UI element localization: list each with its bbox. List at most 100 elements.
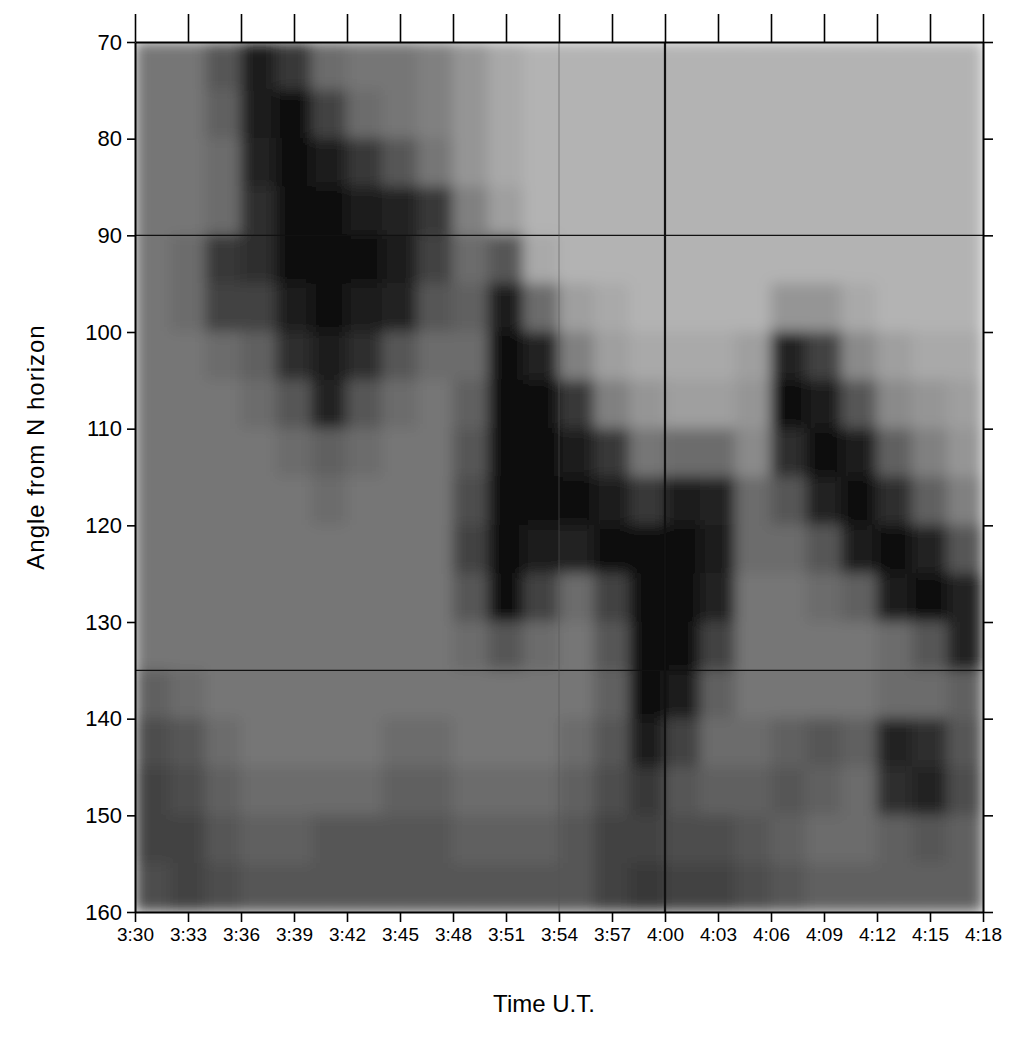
heat-cell bbox=[700, 815, 736, 864]
heat-cell bbox=[205, 235, 241, 284]
heat-cell bbox=[559, 235, 595, 284]
heat-cell bbox=[417, 42, 453, 91]
heat-cell bbox=[311, 815, 347, 864]
tick bbox=[824, 14, 825, 42]
heat-cell bbox=[594, 90, 630, 139]
heat-cell bbox=[771, 525, 807, 574]
tick bbox=[983, 429, 993, 430]
heat-cell bbox=[347, 573, 383, 622]
heat-cell bbox=[276, 815, 312, 864]
heat-cell bbox=[453, 863, 489, 912]
heat-cell bbox=[523, 670, 559, 719]
heat-cell bbox=[523, 863, 559, 912]
heat-cell bbox=[912, 187, 948, 236]
heat-cell bbox=[771, 90, 807, 139]
heat-cell bbox=[912, 670, 948, 719]
tick-mark bbox=[127, 138, 135, 140]
heat-cell bbox=[629, 573, 665, 622]
heat-cell bbox=[170, 718, 206, 767]
heat-cell bbox=[453, 42, 489, 91]
heat-cell bbox=[135, 525, 171, 574]
heat-cell bbox=[417, 235, 453, 284]
heat-cell bbox=[241, 187, 277, 236]
heat-cell bbox=[170, 428, 206, 477]
heat-cell bbox=[347, 767, 383, 816]
tick-label: 3:36 bbox=[223, 924, 260, 945]
heat-cell bbox=[841, 573, 877, 622]
heat-cell bbox=[735, 235, 771, 284]
tick: 4:09 bbox=[806, 912, 843, 945]
heat-cell bbox=[771, 477, 807, 526]
heat-cell bbox=[311, 90, 347, 139]
heat-cell bbox=[382, 573, 418, 622]
heat-cell bbox=[241, 235, 277, 284]
heat-cell bbox=[771, 863, 807, 912]
heat-cell bbox=[135, 767, 171, 816]
tick-label: 3:30 bbox=[117, 924, 154, 945]
tick bbox=[983, 719, 993, 720]
tick: 3:33 bbox=[170, 912, 207, 945]
tick-mark bbox=[983, 235, 993, 237]
heat-cell bbox=[947, 235, 983, 284]
tick bbox=[877, 14, 878, 42]
heat-cell bbox=[735, 187, 771, 236]
heat-cell bbox=[170, 42, 206, 91]
heat-cell bbox=[135, 380, 171, 429]
tick-label: 3:54 bbox=[541, 924, 578, 945]
heat-cell bbox=[382, 428, 418, 477]
heat-cell bbox=[241, 525, 277, 574]
tick-mark bbox=[559, 912, 561, 922]
tick-mark bbox=[612, 14, 614, 42]
heat-cell bbox=[241, 863, 277, 912]
heat-cell bbox=[205, 622, 241, 671]
heat-cell bbox=[877, 767, 913, 816]
heat-cell bbox=[488, 718, 524, 767]
tick: 3:51 bbox=[488, 912, 525, 945]
plot-area bbox=[135, 42, 983, 912]
heat-cell bbox=[488, 863, 524, 912]
tick-label: 120 bbox=[85, 513, 122, 538]
heat-cell bbox=[594, 767, 630, 816]
heat-cell bbox=[700, 670, 736, 719]
reference-lines bbox=[135, 42, 983, 912]
heat-cell bbox=[594, 380, 630, 429]
heat-cell bbox=[453, 138, 489, 187]
tick-label: 4:15 bbox=[912, 924, 949, 945]
heat-cell bbox=[877, 670, 913, 719]
heat-cell bbox=[382, 380, 418, 429]
y-axis-title: Angle from N horizon bbox=[22, 324, 49, 569]
heat-cell bbox=[700, 187, 736, 236]
heat-cell bbox=[841, 42, 877, 91]
heat-cell bbox=[700, 573, 736, 622]
heat-cell bbox=[806, 718, 842, 767]
heat-cell bbox=[665, 138, 701, 187]
heat-cell bbox=[912, 863, 948, 912]
heat-cell bbox=[382, 622, 418, 671]
tick: 110 bbox=[87, 416, 135, 441]
heat-cell bbox=[311, 670, 347, 719]
heat-cell bbox=[523, 573, 559, 622]
heat-cell bbox=[382, 187, 418, 236]
heat-cell bbox=[241, 332, 277, 381]
tick-mark bbox=[188, 912, 190, 922]
heat-cell bbox=[170, 815, 206, 864]
heat-cell bbox=[488, 428, 524, 477]
heat-cell bbox=[841, 815, 877, 864]
heat-cell bbox=[347, 235, 383, 284]
heat-cell bbox=[241, 573, 277, 622]
heat-cell bbox=[806, 428, 842, 477]
heat-cell bbox=[806, 477, 842, 526]
heat-cell bbox=[170, 332, 206, 381]
heat-cell bbox=[735, 670, 771, 719]
heat-cell bbox=[170, 525, 206, 574]
heat-cell bbox=[841, 428, 877, 477]
heat-cell bbox=[735, 718, 771, 767]
heat-cell bbox=[453, 573, 489, 622]
tick: 70 bbox=[98, 30, 135, 55]
heat-cell bbox=[594, 718, 630, 767]
heat-cell bbox=[735, 380, 771, 429]
heat-cell bbox=[488, 380, 524, 429]
heat-cell bbox=[417, 622, 453, 671]
heat-cell bbox=[241, 283, 277, 332]
tick-mark bbox=[559, 14, 561, 42]
